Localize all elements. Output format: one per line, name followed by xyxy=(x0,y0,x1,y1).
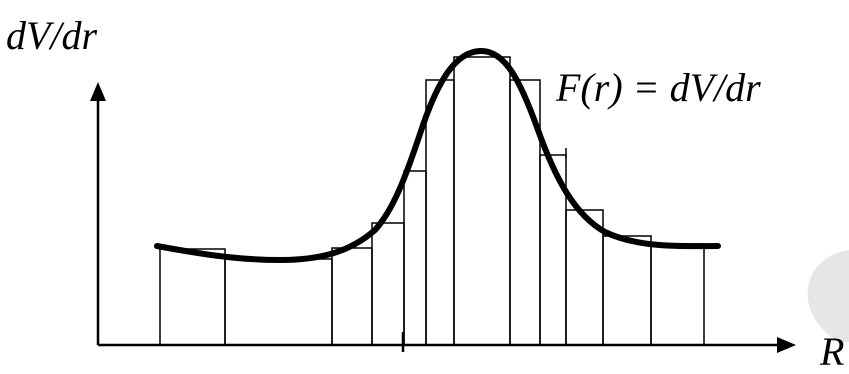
histogram-bin xyxy=(403,170,427,346)
watermark-shape xyxy=(807,250,849,343)
distribution-curve xyxy=(154,47,721,263)
x-axis-label: R xyxy=(820,329,845,374)
histogram-bin xyxy=(602,235,652,346)
diagram-canvas xyxy=(90,47,849,353)
y-axis-arrowhead xyxy=(90,82,106,101)
curve-label: F(r) = dV/dr xyxy=(556,65,761,110)
histogram-bin xyxy=(224,258,333,346)
histogram-bin xyxy=(331,247,373,346)
histogram-bin xyxy=(650,243,705,346)
histogram-bin xyxy=(371,222,405,346)
histogram-bin xyxy=(159,248,226,346)
histogram-bins xyxy=(159,56,705,346)
histogram-curve-diagram: dV/dr F(r) = dV/dr R xyxy=(6,13,849,372)
histogram-bin xyxy=(453,56,511,346)
x-axis-arrowhead xyxy=(777,337,796,353)
y-axis-label: dV/dr xyxy=(6,13,98,58)
histogram-bin xyxy=(425,79,455,346)
axes xyxy=(96,95,785,352)
